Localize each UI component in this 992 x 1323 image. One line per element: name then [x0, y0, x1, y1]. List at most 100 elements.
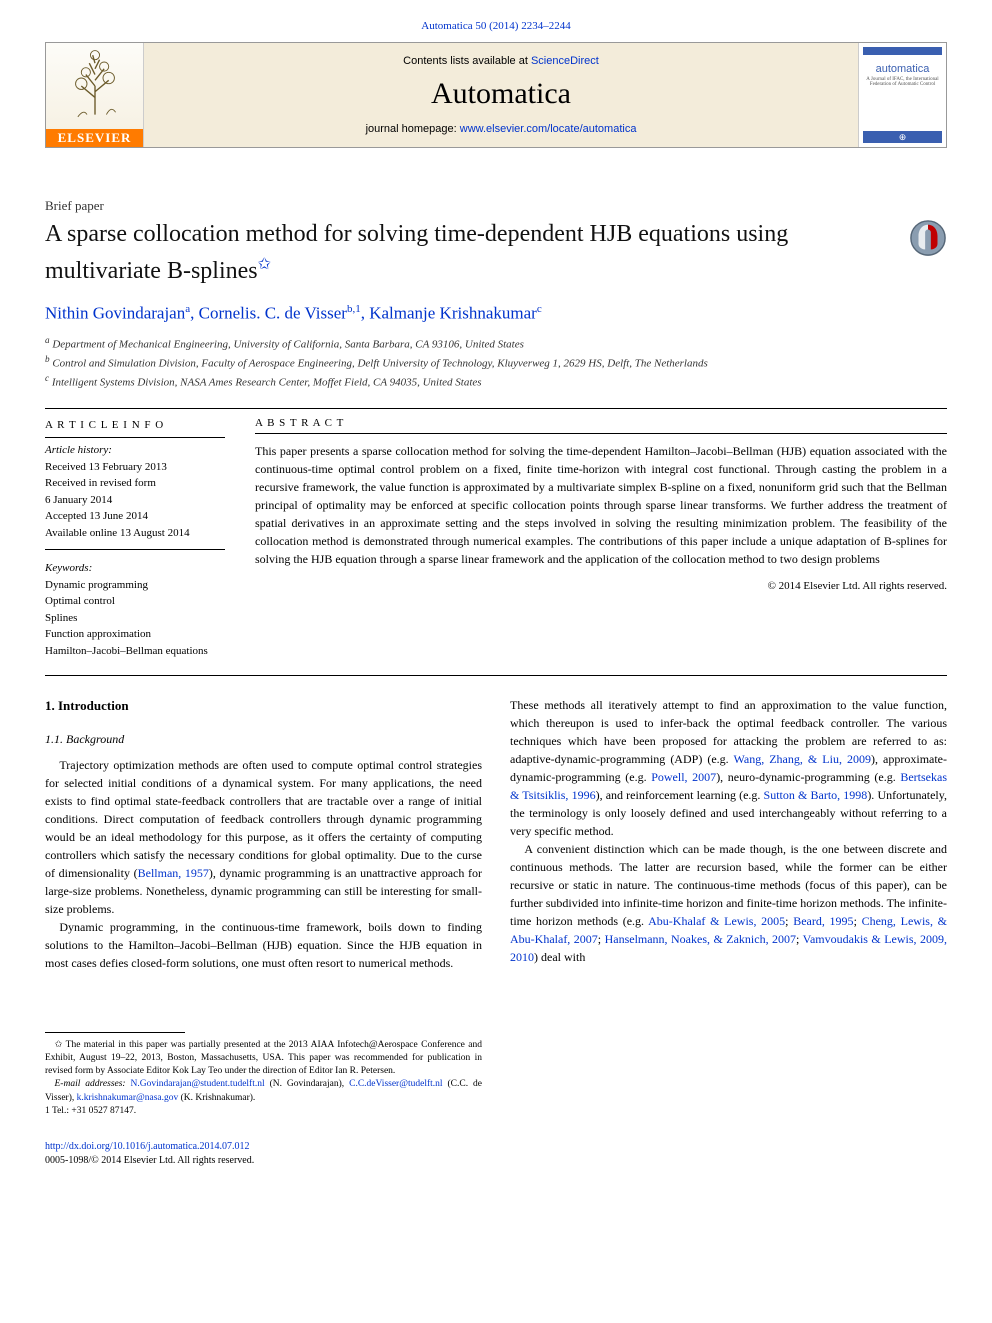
right-column: These methods all iteratively attempt to… — [510, 696, 947, 1168]
left-p1: Trajectory optimization methods are ofte… — [45, 756, 482, 918]
r-p2-c: ; — [854, 914, 862, 928]
homepage-line: journal homepage: www.elsevier.com/locat… — [366, 123, 637, 135]
doi-block: http://dx.doi.org/10.1016/j.automatica.2… — [45, 1140, 482, 1168]
email-3-who: (K. Krishnakumar). — [178, 1093, 255, 1103]
ref-powell[interactable]: Powell, 2007 — [651, 770, 716, 784]
footnote-tel: 1 Tel.: +31 0527 87147. — [45, 1105, 482, 1118]
left-column: 1. Introduction 1.1. Background Trajecto… — [45, 696, 482, 1168]
title-text: A sparse collocation method for solving … — [45, 221, 788, 284]
header-center: Contents lists available at ScienceDirec… — [144, 43, 858, 147]
info-rule — [45, 437, 225, 438]
authors: Nithin Govindarajana, Cornelis. C. de Vi… — [45, 303, 947, 324]
subsection-1-1: 1.1. Background — [45, 730, 482, 748]
citation-link[interactable]: Automatica 50 (2014) 2234–2244 — [421, 20, 570, 32]
cover-mid — [863, 87, 942, 131]
r-p1-d: ), and reinforcement learning (e.g. — [596, 788, 764, 802]
affil-c: c Intelligent Systems Division, NASA Ame… — [45, 372, 947, 391]
revised-date: 6 January 2014 — [45, 492, 225, 509]
info-heading: A R T I C L E I N F O — [45, 417, 225, 434]
cover-top-bar — [863, 47, 942, 55]
footnotes: ✩ The material in this paper was partial… — [45, 1039, 482, 1119]
received: Received 13 February 2013 — [45, 459, 225, 476]
sec-title-text: Introduction — [58, 698, 129, 713]
affiliations: a Department of Mechanical Engineering, … — [45, 334, 947, 391]
sub-num: 1.1. — [45, 732, 63, 746]
sciencedirect-link[interactable]: ScienceDirect — [531, 55, 599, 67]
email-1[interactable]: N.Govindarajan@student.tudelft.nl — [131, 1079, 265, 1089]
homepage-link[interactable]: www.elsevier.com/locate/automatica — [460, 123, 637, 135]
brief-paper-label: Brief paper — [45, 198, 947, 214]
elsevier-logo[interactable]: ELSEVIER — [46, 43, 144, 147]
top-citation: Automatica 50 (2014) 2234–2244 — [45, 20, 947, 32]
kw2: Optimal control — [45, 593, 225, 610]
affil-a-text: Department of Mechanical Engineering, Un… — [52, 339, 524, 351]
kw5: Hamilton–Jacobi–Bellman equations — [45, 643, 225, 660]
author-3[interactable]: Kalmanje Krishnakumar — [369, 304, 537, 323]
left-p1-a: Trajectory optimization methods are ofte… — [45, 758, 482, 880]
elsevier-text: ELSEVIER — [46, 129, 143, 147]
email-3[interactable]: k.krishnakumar@nasa.gov — [77, 1093, 179, 1103]
author-1[interactable]: Nithin Govindarajan — [45, 304, 185, 323]
affil-b-text: Control and Simulation Division, Faculty… — [52, 358, 707, 370]
sub-title-text: Background — [66, 732, 124, 746]
info-rule-2 — [45, 549, 225, 550]
elsevier-tree-icon — [46, 43, 143, 129]
cover-sub: A Journal of IFAC, the International Fed… — [863, 77, 942, 87]
affil-a: a Department of Mechanical Engineering, … — [45, 334, 947, 353]
author-2-sup: b,1 — [347, 303, 361, 315]
available: Available online 13 August 2014 — [45, 525, 225, 542]
abstract-text: This paper presents a sparse collocation… — [255, 442, 947, 568]
rule-bottom — [45, 675, 947, 676]
rule-top — [45, 408, 947, 409]
abstract-heading: A B S T R A C T — [255, 417, 947, 429]
kw1: Dynamic programming — [45, 577, 225, 594]
r-p2-b: ; — [785, 914, 793, 928]
ref-sutton[interactable]: Sutton & Barto, 1998 — [764, 788, 868, 802]
author-1-sup: a — [185, 303, 190, 315]
article-info: A R T I C L E I N F O Article history: R… — [45, 417, 225, 660]
email-1-who: (N. Govindarajan), — [265, 1079, 350, 1089]
r-p2-e: ; — [796, 932, 803, 946]
ref-bellman[interactable]: Bellman, 1957 — [138, 866, 209, 880]
footnote-star: ✩ The material in this paper was partial… — [45, 1039, 482, 1079]
section-1-title: 1. Introduction — [45, 696, 482, 716]
homepage-prefix: journal homepage: — [366, 123, 460, 135]
author-3-sup: c — [537, 303, 542, 315]
ref-abu[interactable]: Abu-Khalaf & Lewis, 2005 — [648, 914, 785, 928]
crossmark-icon[interactable] — [909, 219, 947, 257]
abstract: A B S T R A C T This paper presents a sp… — [255, 417, 947, 660]
paper-title: A sparse collocation method for solving … — [45, 219, 901, 287]
right-p2: A convenient distinction which can be ma… — [510, 840, 947, 966]
journal-name: Automatica — [431, 77, 571, 111]
journal-cover[interactable]: automatica A Journal of IFAC, the Intern… — [858, 43, 946, 147]
ref-beard[interactable]: Beard, 1995 — [793, 914, 853, 928]
email-2[interactable]: C.C.deVisser@tudelft.nl — [349, 1079, 442, 1089]
affil-c-text: Intelligent Systems Division, NASA Ames … — [52, 377, 482, 389]
right-p1: These methods all iteratively attempt to… — [510, 696, 947, 840]
ref-hansel[interactable]: Hanselmann, Noakes, & Zaknich, 2007 — [605, 932, 796, 946]
contents-line: Contents lists available at ScienceDirec… — [403, 55, 599, 67]
cover-title: automatica — [863, 63, 942, 75]
keywords-label: Keywords: — [45, 560, 225, 577]
title-footnote-star[interactable]: ✩ — [258, 256, 271, 273]
abstract-rule — [255, 433, 947, 434]
emails-label: E-mail addresses: — [55, 1079, 126, 1089]
left-p2: Dynamic programming, in the continuous-t… — [45, 918, 482, 972]
copyright: © 2014 Elsevier Ltd. All rights reserved… — [255, 580, 947, 592]
history-label: Article history: — [45, 442, 225, 459]
r-p2-d: ; — [598, 932, 605, 946]
footnote-emails: E-mail addresses: N.Govindarajan@student… — [45, 1078, 482, 1105]
footnote-rule — [45, 1032, 185, 1033]
affil-b: b Control and Simulation Division, Facul… — [45, 353, 947, 372]
ref-wang[interactable]: Wang, Zhang, & Liu, 2009 — [734, 752, 872, 766]
accepted: Accepted 13 June 2014 — [45, 508, 225, 525]
issn: 0005-1098/© 2014 Elsevier Ltd. All right… — [45, 1155, 254, 1166]
revised: Received in revised form — [45, 475, 225, 492]
contents-prefix: Contents lists available at — [403, 55, 531, 67]
author-2[interactable]: Cornelis. C. de Visser — [199, 304, 347, 323]
doi-link[interactable]: http://dx.doi.org/10.1016/j.automatica.2… — [45, 1141, 250, 1152]
header-banner: ELSEVIER Contents lists available at Sci… — [45, 42, 947, 148]
kw4: Function approximation — [45, 626, 225, 643]
sec-num: 1. — [45, 698, 55, 713]
cover-bottom-icon: ⊕ — [863, 131, 942, 143]
